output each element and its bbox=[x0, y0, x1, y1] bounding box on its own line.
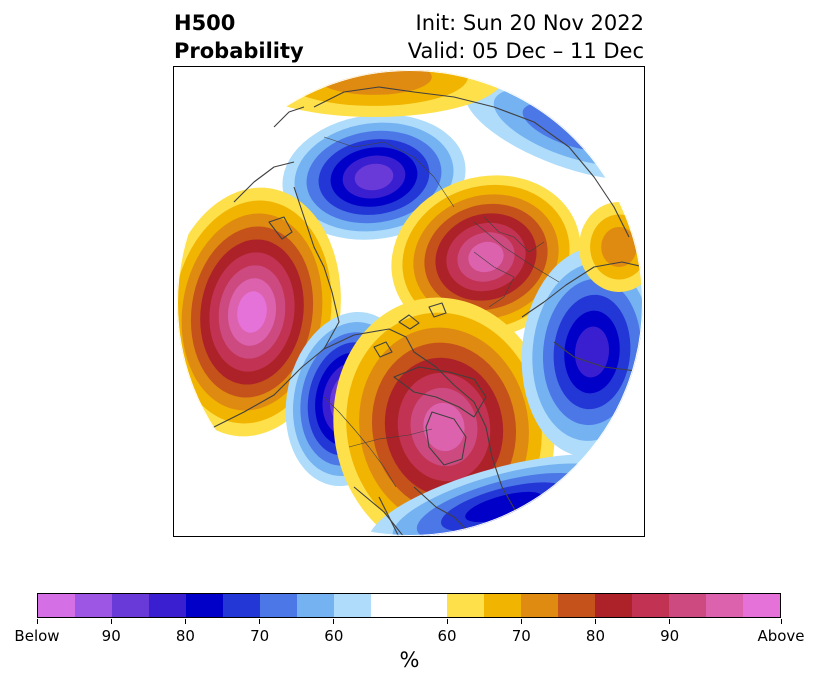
colorbar-swatch bbox=[446, 594, 484, 617]
colorbar-swatch bbox=[75, 594, 112, 617]
coast-asia-north bbox=[313, 86, 630, 238]
colorbar-tick bbox=[110, 619, 112, 624]
colorbar-tick bbox=[333, 619, 335, 624]
coast-japan bbox=[268, 216, 293, 240]
coast-mexico bbox=[378, 496, 400, 536]
anomaly-ridge-north bbox=[244, 70, 504, 117]
colorbar-tick-label: 70 bbox=[511, 627, 531, 645]
colorbar-swatch bbox=[371, 594, 447, 617]
map-title: H500 Probability bbox=[174, 9, 304, 65]
colorbar-tick bbox=[259, 619, 261, 624]
colorbar-tick-label: Above bbox=[757, 627, 805, 645]
anomaly-contour bbox=[601, 227, 637, 267]
colorbar-tick-label: 90 bbox=[101, 627, 121, 645]
coastlines bbox=[183, 86, 643, 536]
colorbar-swatch bbox=[334, 594, 371, 617]
borders-europe bbox=[473, 216, 545, 308]
coast-greenland bbox=[393, 366, 487, 418]
borders-canada-us bbox=[323, 396, 433, 488]
colorbar-tick bbox=[594, 619, 596, 624]
colorbar-swatch bbox=[186, 594, 223, 617]
colorbar-swatch bbox=[260, 594, 297, 617]
coast-europe bbox=[521, 261, 643, 373]
anomaly-contour bbox=[574, 326, 610, 378]
colorbar-tick bbox=[520, 619, 522, 624]
coast-north-america-east bbox=[323, 328, 520, 518]
anomaly-contour bbox=[423, 402, 465, 452]
anomaly-contour bbox=[316, 70, 432, 95]
map-canvas bbox=[177, 70, 643, 536]
colorbar-tick-label: 70 bbox=[250, 627, 270, 645]
anomaly-contour bbox=[465, 491, 543, 523]
run-info: Init: Sun 20 Nov 2022 Valid: 05 Dec – 11… bbox=[408, 9, 644, 65]
coast-gulf bbox=[353, 486, 475, 536]
colorbar-swatch bbox=[557, 594, 595, 617]
colorbar-swatch bbox=[149, 594, 186, 617]
coast-asia-east bbox=[233, 106, 305, 203]
colorbar-swatch bbox=[594, 594, 632, 617]
anomaly-layer bbox=[177, 70, 643, 536]
colorbar-tick-label: 60 bbox=[437, 627, 457, 645]
colorbar-tick bbox=[446, 619, 448, 624]
colorbar-swatch bbox=[112, 594, 149, 617]
colorbar-tick-label: Below bbox=[14, 627, 60, 645]
colorbar-swatch bbox=[631, 594, 669, 617]
anomaly-contour bbox=[237, 291, 267, 333]
title-line-2: Probability bbox=[174, 39, 304, 63]
colorbar-tick bbox=[669, 619, 671, 624]
coast-north-america-west bbox=[183, 186, 340, 443]
colorbar-tick-label: 60 bbox=[324, 627, 344, 645]
coast-arctic-islands bbox=[373, 302, 447, 358]
anomaly-contour bbox=[354, 163, 394, 191]
colorbar-tick bbox=[780, 619, 782, 624]
colorbar-tick-label: 80 bbox=[585, 627, 605, 645]
title-line-1: H500 bbox=[174, 11, 236, 35]
anomaly-contour bbox=[468, 241, 504, 273]
colorbar-swatch bbox=[668, 594, 706, 617]
colorbar-swatch bbox=[705, 594, 743, 617]
colorbar bbox=[37, 593, 781, 618]
colorbar-swatch bbox=[742, 594, 780, 617]
colorbar-swatch bbox=[297, 594, 334, 617]
colorbar-swatch bbox=[38, 594, 75, 617]
colorbar-tick-label: 90 bbox=[660, 627, 680, 645]
colorbar-swatch bbox=[483, 594, 521, 617]
borders-russia bbox=[323, 136, 560, 283]
colorbar-tick bbox=[36, 619, 38, 624]
colorbar-swatch bbox=[223, 594, 260, 617]
probability-map bbox=[173, 66, 645, 537]
valid-range: Valid: 05 Dec – 11 Dec bbox=[407, 39, 644, 63]
colorbar-tick bbox=[184, 619, 186, 624]
colorbar-swatch bbox=[520, 594, 558, 617]
colorbar-unit: % bbox=[399, 648, 420, 672]
colorbar-tick-label: 80 bbox=[175, 627, 195, 645]
init-date: Init: Sun 20 Nov 2022 bbox=[415, 11, 644, 35]
